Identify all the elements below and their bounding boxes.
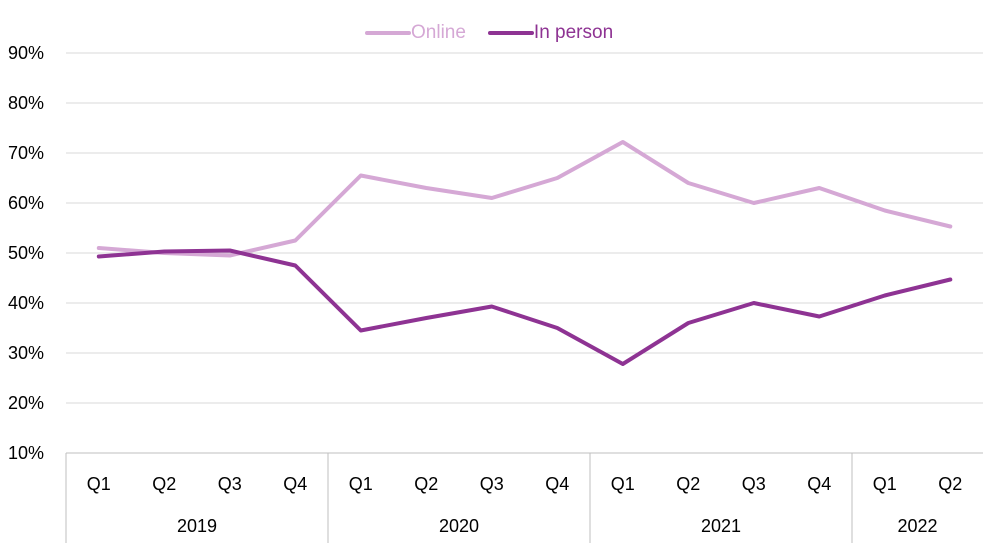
x-tick-label: Q2 xyxy=(938,474,962,494)
x-tick-label: Q2 xyxy=(152,474,176,494)
y-tick-label: 40% xyxy=(8,293,44,313)
y-tick-label: 90% xyxy=(8,43,44,63)
y-tick-label: 60% xyxy=(8,193,44,213)
x-axis: Q1 Q2 Q3 Q4 Q1 Q2 Q3 Q4 Q1 Q2 Q3 Q4 Q1 Q2 2019 2020 2021… xyxy=(65,453,962,543)
x-tick-label: Q3 xyxy=(480,474,504,494)
x-group-label: 2019 xyxy=(177,516,217,536)
x-group-label: 2020 xyxy=(439,516,479,536)
x-tick-label: Q1 xyxy=(873,474,897,494)
y-tick-label: 50% xyxy=(8,243,44,263)
x-tick-label: Q1 xyxy=(349,474,373,494)
x-tick-label: Q2 xyxy=(414,474,438,494)
x-group-label: 2022 xyxy=(897,516,937,536)
x-tick-label: Q4 xyxy=(283,474,307,494)
x-tick-label: Q4 xyxy=(545,474,569,494)
legend-label-online: Online xyxy=(411,22,466,43)
legend-label-in-person: In person xyxy=(533,22,614,43)
y-tick-label: 20% xyxy=(8,393,44,413)
y-axis: 10% 20% 30% 40% 50% 60% 70% 80% 90% xyxy=(8,43,44,463)
y-tick-label: 30% xyxy=(8,343,44,363)
x-group-label: 2021 xyxy=(701,516,741,536)
series-line-online xyxy=(96,140,953,258)
x-tick-label: Q1 xyxy=(611,474,635,494)
legend-item-online: Online xyxy=(365,22,466,44)
legend-item-in-person: In person xyxy=(487,22,614,44)
gridlines xyxy=(66,52,983,454)
x-tick-label: Q4 xyxy=(807,474,831,494)
y-tick-label: 70% xyxy=(8,143,44,163)
x-tick-label: Q1 xyxy=(87,474,111,494)
x-tick-label: Q3 xyxy=(742,474,766,494)
legend-swatch-online xyxy=(365,31,411,35)
x-tick-label: Q2 xyxy=(676,474,700,494)
y-tick-label: 10% xyxy=(8,443,44,463)
legend-swatch-in-person xyxy=(487,31,534,35)
x-tick-label: Q3 xyxy=(218,474,242,494)
series xyxy=(96,140,953,366)
series-line-in-person xyxy=(96,248,953,366)
y-tick-label: 80% xyxy=(8,93,44,113)
legend: Online In person xyxy=(365,22,635,44)
